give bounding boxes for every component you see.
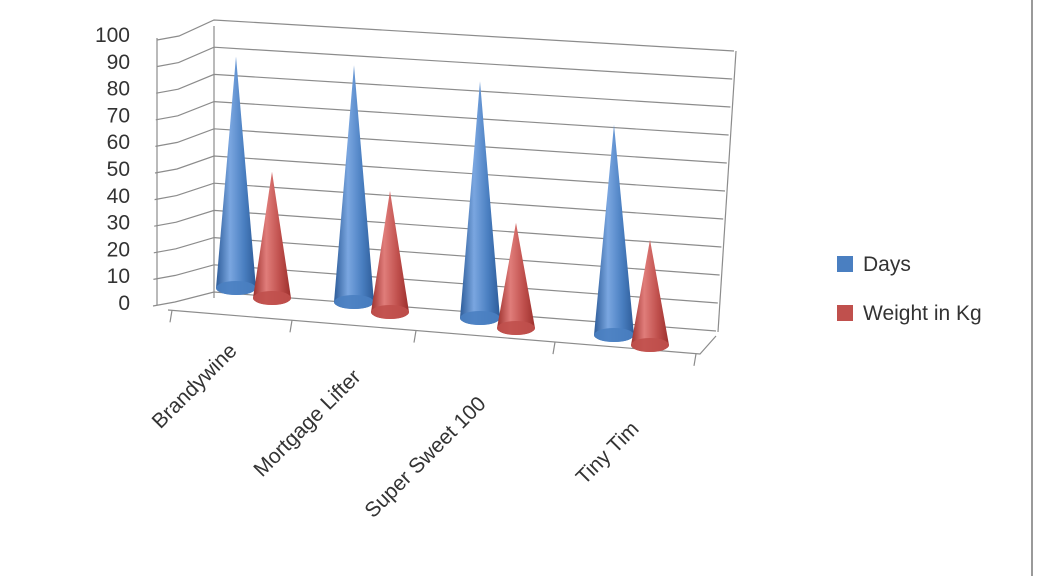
frame-border: [1031, 0, 1033, 576]
cone-weight-in-kg-brandywine: [253, 171, 291, 305]
y-tick-label: 70: [107, 104, 130, 127]
cone-days-super-sweet-100: [460, 81, 500, 325]
x-category-label: Super Sweet 100: [360, 392, 490, 522]
floor-edge: [167, 309, 717, 355]
cone-weight-in-kg-tiny-tim: [631, 239, 669, 352]
cone-base: [216, 281, 256, 295]
plot-area: [216, 56, 669, 352]
legend-swatch: [837, 256, 853, 272]
y-tick-label: 60: [107, 131, 130, 154]
cone-weight-in-kg-super-sweet-100: [497, 222, 535, 335]
gridline: [156, 46, 733, 80]
cone-base: [253, 291, 291, 305]
y-tick-label: 100: [95, 24, 130, 47]
y-tick-label: 0: [118, 292, 130, 315]
cone-base: [594, 328, 634, 342]
x-tick-mark: [693, 353, 697, 366]
gridline: [154, 182, 724, 220]
x-tick-mark: [552, 342, 556, 355]
y-axis-ticks: 0 10 20 30 40 50 60 70 80 90 100: [95, 24, 130, 315]
gridline: [155, 128, 727, 164]
x-tick-mark: [413, 330, 417, 343]
x-tick-mark: [169, 310, 173, 323]
x-category-label: Brandywine: [148, 339, 242, 433]
cone-days-tiny-tim: [594, 124, 634, 342]
x-category-label: Mortgage Lifter: [249, 365, 365, 481]
y-tick-label: 40: [107, 185, 130, 208]
axis-wall-edge: [717, 50, 737, 333]
cone-base: [334, 295, 374, 309]
y-tick-label: 30: [107, 212, 130, 235]
cone-days-mortgage-lifter: [334, 65, 374, 309]
legend-label: Days: [863, 253, 911, 276]
y-tick-label: 80: [107, 78, 130, 101]
cone-base: [497, 321, 535, 335]
gridline: [155, 100, 729, 136]
gridline: [154, 155, 726, 192]
cone-weight-in-kg-mortgage-lifter: [371, 191, 409, 319]
y-tick-label: 10: [107, 265, 130, 288]
cone-days-brandywine: [216, 56, 256, 296]
gridline: [156, 73, 731, 108]
legend-label: Weight in Kg: [863, 302, 982, 325]
cone-base: [631, 338, 669, 352]
cone-base: [371, 305, 409, 319]
x-category-label: Tiny Tim: [572, 417, 644, 489]
y-tick-label: 20: [107, 238, 130, 261]
y-tick-label: 90: [107, 51, 130, 74]
x-tick-mark: [289, 320, 293, 333]
gridlines: [152, 19, 737, 366]
cone-base: [460, 311, 500, 325]
gridline: [156, 19, 735, 52]
legend: Days Weight in Kg: [837, 253, 982, 325]
legend-swatch: [837, 305, 853, 321]
y-tick-label: 50: [107, 158, 130, 181]
